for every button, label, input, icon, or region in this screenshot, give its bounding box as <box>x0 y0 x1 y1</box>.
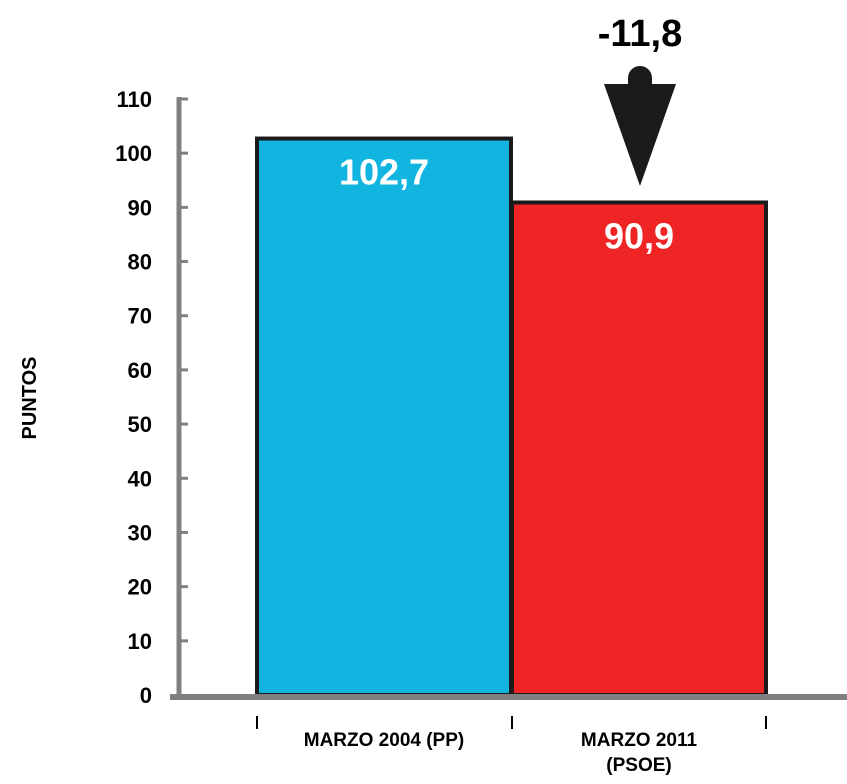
y-tick-label: 10 <box>128 629 152 654</box>
y-tick-label: 20 <box>128 575 152 600</box>
y-tick-label: 110 <box>117 87 153 112</box>
y-tick-label: 80 <box>128 250 152 275</box>
y-tick-label: 100 <box>115 141 152 166</box>
bar-value-label: 90,9 <box>604 215 674 256</box>
y-tick-label: 0 <box>140 683 152 708</box>
x-category-label: MARZO 2004 (PP) <box>304 730 464 751</box>
delta-annotation: -11,8 <box>598 13 683 186</box>
y-tick-label: 30 <box>128 520 152 545</box>
y-tick-label: 50 <box>128 412 152 437</box>
bar <box>510 200 768 697</box>
x-axis: MARZO 2004 (PP) MARZO 2011 (PSOE) <box>170 694 847 776</box>
bar <box>255 136 513 697</box>
y-tick-label: 90 <box>128 195 152 220</box>
bar-value-label: 102,7 <box>339 152 429 193</box>
y-tick-label: 70 <box>128 304 152 329</box>
y-tick-label: 60 <box>128 358 152 383</box>
delta-value-label: -11,8 <box>598 13 683 55</box>
y-axis-label: PUNTOS <box>19 357 41 440</box>
y-axis: 0 10 20 30 40 50 60 70 80 90 100 110 <box>115 87 188 708</box>
x-category-label: MARZO 2011 (PSOE) <box>581 730 698 776</box>
arrow-down-icon <box>604 84 676 186</box>
arrow-shaft <box>628 66 652 88</box>
bars: 102,7 90,9 <box>255 136 768 697</box>
y-tick-label: 40 <box>128 466 152 491</box>
